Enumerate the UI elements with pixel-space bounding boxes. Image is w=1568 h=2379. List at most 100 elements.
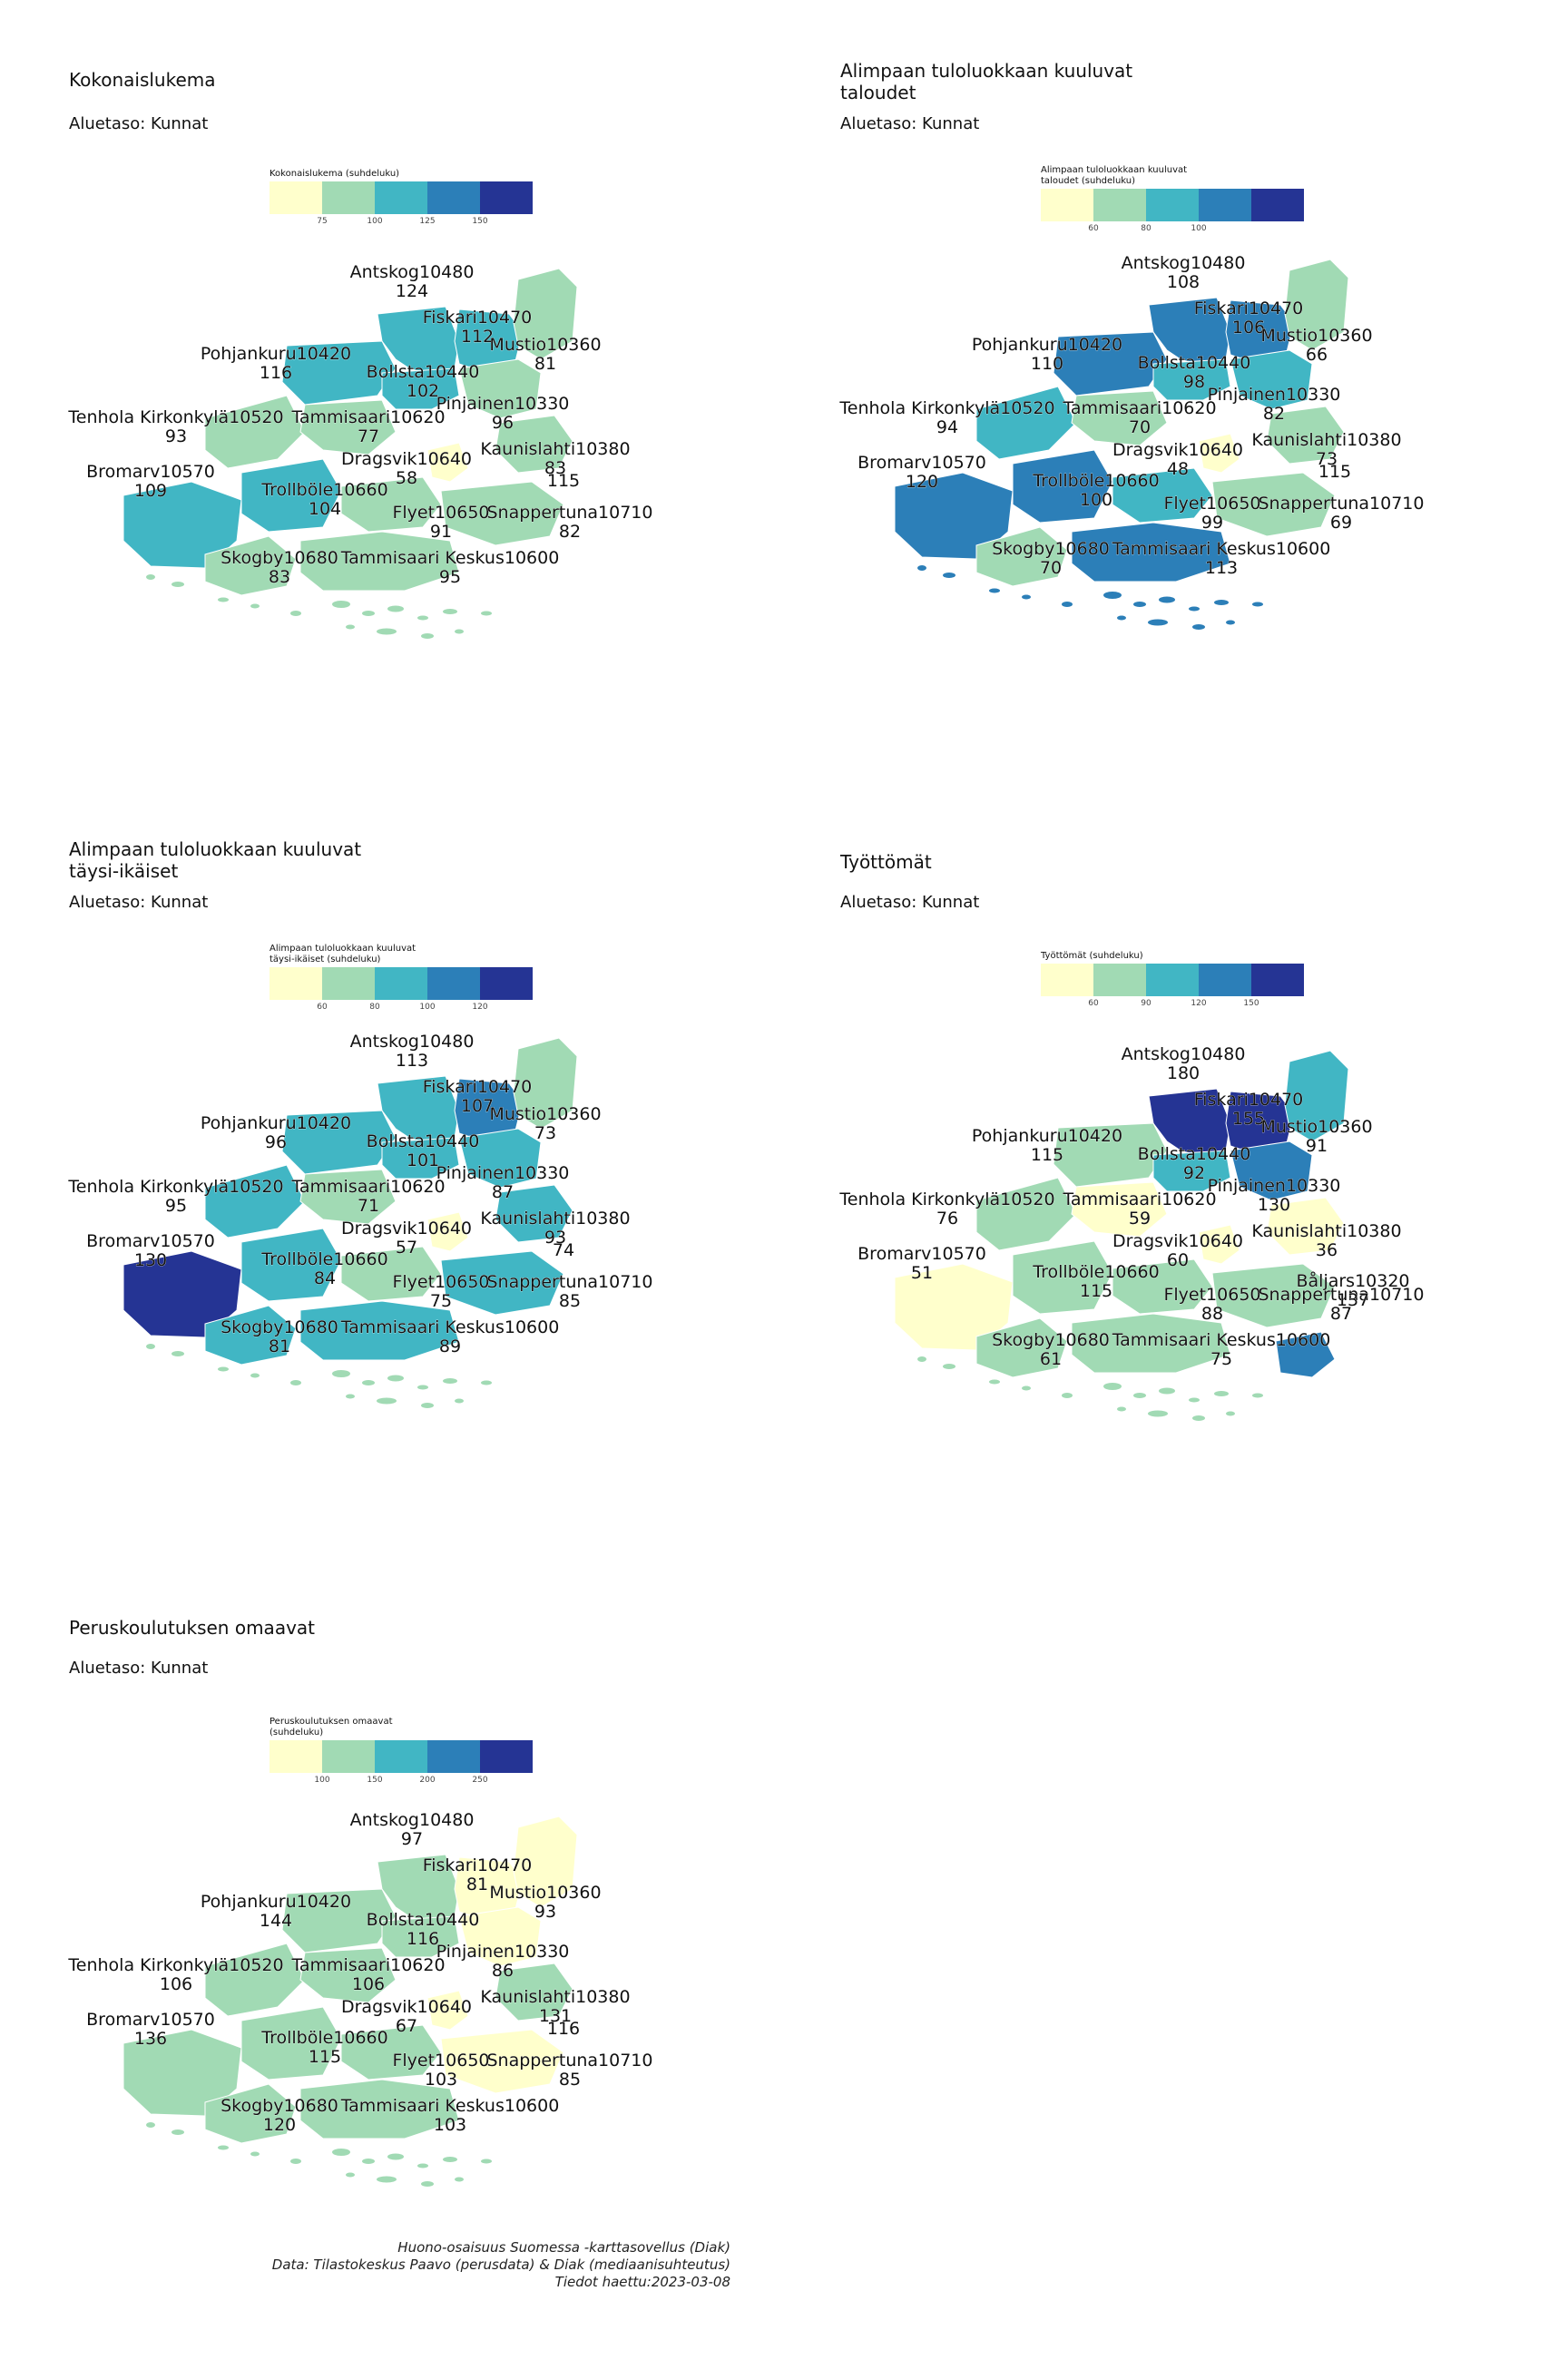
island-shape — [290, 1380, 301, 1385]
region-value-label: 57 — [396, 1238, 417, 1258]
island-shape — [362, 2159, 375, 2164]
region-tammisaari10620[interactable] — [299, 1947, 397, 2003]
region-tenhola-kirkonkyl-10520[interactable] — [975, 1177, 1077, 1251]
region-dragsvik10640[interactable] — [1198, 433, 1240, 474]
region-value-label: 116 — [260, 363, 292, 383]
island-shape — [1103, 1383, 1122, 1390]
region-snappertuna10710[interactable] — [440, 2029, 564, 2094]
region-value-label: 103 — [425, 2070, 457, 2090]
region-name-label: Tammisaari10620 — [1062, 398, 1216, 418]
region-pohjankuru10420[interactable] — [281, 340, 397, 406]
region-pinjainen10330[interactable] — [458, 1128, 542, 1189]
region-flyet10650[interactable] — [1112, 1258, 1213, 1315]
region-snappertuna10710[interactable] — [1211, 1263, 1336, 1328]
region-trollb-le10660[interactable] — [1012, 449, 1113, 524]
region-dragsvik10640[interactable] — [426, 1990, 469, 2031]
region-mustio10360[interactable] — [1284, 1050, 1349, 1142]
region-mustio10360[interactable] — [513, 268, 578, 360]
region-pinjainen10330[interactable] — [458, 1906, 542, 1967]
region-kaunislahti10380[interactable] — [495, 415, 573, 474]
legend-ticks: 60 80 100 — [1041, 221, 1304, 234]
region-name-label: Snappertuna10710 — [1259, 494, 1425, 514]
region-pinjainen10330[interactable] — [1230, 349, 1313, 410]
legend-title: Kokonaislukema (suhdeluku) — [270, 169, 400, 179]
region-tammisaari-keskus10600[interactable] — [1071, 1313, 1231, 1374]
region-mustio10360[interactable] — [513, 1816, 578, 1908]
region-value-label: 130 — [1258, 1195, 1290, 1215]
region-value-label: 113 — [396, 1051, 428, 1071]
region-value-label: 77 — [358, 426, 379, 446]
region-skogby10680[interactable] — [204, 535, 297, 596]
region-trollb-le10660[interactable] — [240, 1228, 342, 1302]
region-bollsta10440[interactable] — [381, 1915, 460, 1958]
island-shape — [332, 601, 350, 608]
region-tammisaari-keskus10600[interactable] — [299, 2079, 460, 2139]
region-dragsvik10640[interactable] — [426, 1211, 469, 1252]
region-pinjainen10330[interactable] — [1230, 1141, 1313, 1201]
island-shape — [218, 2145, 229, 2150]
island-shape — [481, 1380, 492, 1385]
island-shape — [1192, 1415, 1205, 1421]
region-tenhola-kirkonkyl-10520[interactable] — [975, 386, 1077, 460]
region-flyet10650[interactable] — [340, 476, 442, 533]
region-bollsta10440[interactable] — [381, 1137, 460, 1180]
region-tenhola-kirkonkyl-10520[interactable] — [204, 1943, 306, 2017]
region-kaunislahti10380[interactable] — [1266, 406, 1345, 465]
region-tammisaari-keskus10600[interactable] — [299, 531, 460, 592]
region-kaunislahti10380[interactable] — [495, 1963, 573, 2022]
region-mustio10360[interactable] — [513, 1037, 578, 1130]
region-b-ljars10320[interactable] — [1275, 1331, 1336, 1378]
region-pinjainen10330[interactable] — [458, 358, 542, 419]
region-value-label: 71 — [358, 1196, 379, 1216]
region-name-label: Bromarv10570 — [858, 453, 986, 473]
region-name-label: Mustio10360 — [1260, 326, 1372, 346]
region-value-label: 83 — [269, 567, 290, 587]
region-snappertuna10710[interactable] — [440, 481, 564, 546]
region-tammisaari10620[interactable] — [1071, 1181, 1168, 1238]
region-trollb-le10660[interactable] — [1012, 1240, 1113, 1315]
region-name-label: Tammisaari10620 — [290, 1955, 445, 1975]
region-snappertuna10710[interactable] — [1211, 472, 1336, 537]
region-pohjankuru10420[interactable] — [281, 1888, 397, 1953]
region-kaunislahti10380[interactable] — [495, 1184, 573, 1243]
region-pohjankuru10420[interactable] — [1053, 331, 1168, 396]
region-kaunislahti10380[interactable] — [1266, 1197, 1345, 1256]
region-mustio10360[interactable] — [1284, 259, 1349, 351]
region-flyet10650[interactable] — [340, 2024, 442, 2080]
region-skogby10680[interactable] — [204, 2083, 297, 2144]
region-name-label: Fiskari10470 — [423, 308, 533, 328]
region-flyet10650[interactable] — [340, 1246, 442, 1302]
region-tammisaari10620[interactable] — [299, 399, 397, 455]
region-value-label: 69 — [1330, 513, 1352, 533]
region-bollsta10440[interactable] — [381, 367, 460, 410]
region-name-label: Snappertuna10710 — [1259, 1285, 1425, 1305]
region-flyet10650[interactable] — [1112, 467, 1213, 524]
legend-tick-label: 150 — [1243, 999, 1259, 1008]
region-tenhola-kirkonkyl-10520[interactable] — [204, 1164, 306, 1238]
region-tammisaari10620[interactable] — [1071, 390, 1168, 446]
island-shape — [1192, 624, 1205, 630]
region-dragsvik10640[interactable] — [426, 442, 469, 483]
legend: Peruskoulutuksen omaavat (suhdeluku) 100… — [270, 1717, 533, 1786]
region-snappertuna10710[interactable] — [440, 1250, 564, 1316]
panel-subtitle: Aluetaso: Kunnat — [69, 893, 209, 912]
region-dragsvik10640[interactable] — [1198, 1224, 1240, 1265]
region-tammisaari-keskus10600[interactable] — [299, 1300, 460, 1361]
region-pohjankuru10420[interactable] — [281, 1110, 397, 1175]
region-pohjankuru10420[interactable] — [1053, 1122, 1168, 1188]
region-tenhola-kirkonkyl-10520[interactable] — [204, 395, 306, 469]
region-tammisaari-keskus10600[interactable] — [1071, 522, 1231, 583]
region-trollb-le10660[interactable] — [240, 2006, 342, 2080]
region-bollsta10440[interactable] — [1152, 1150, 1231, 1192]
island-shape — [332, 1370, 350, 1377]
region-skogby10680[interactable] — [975, 526, 1068, 587]
region-tammisaari10620[interactable] — [299, 1169, 397, 1225]
region-skogby10680[interactable] — [975, 1317, 1068, 1378]
region-trollb-le10660[interactable] — [240, 458, 342, 533]
region-bollsta10440[interactable] — [1152, 358, 1231, 401]
region-name-label: Tenhola Kirkonkylä10520 — [67, 1955, 283, 1975]
island-shape — [455, 1398, 464, 1404]
region-skogby10680[interactable] — [204, 1305, 297, 1366]
region-value-label: 120 — [906, 472, 938, 492]
